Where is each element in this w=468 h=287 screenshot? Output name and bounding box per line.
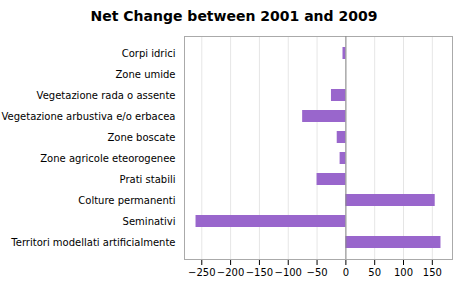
- svg-text:0: 0: [343, 267, 349, 278]
- svg-text:Prati stabili: Prati stabili: [120, 174, 176, 185]
- svg-text:−250: −250: [188, 267, 215, 278]
- html-text:Net Change between 2001 and 20: Net Change between 2001 and 2009: [90, 8, 378, 24]
- svg-text:Zone agricole eteorogenee: Zone agricole eteorogenee: [40, 153, 175, 164]
- svg-text:Colture permanenti: Colture permanenti: [78, 195, 175, 206]
- svg-text:50: 50: [368, 267, 381, 278]
- svg-text:100: 100: [394, 267, 413, 278]
- svg-text:Territori modellati artificial: Territori modellati artificialmente: [10, 237, 175, 248]
- svg-text:Zone umide: Zone umide: [116, 69, 176, 80]
- svg-text:Vegetazione rada o assente: Vegetazione rada o assente: [37, 90, 176, 101]
- svg-text:Vegetazione arbustiva e/o erba: Vegetazione arbustiva e/o erbacea: [2, 111, 176, 122]
- svg-text:−150: −150: [246, 267, 273, 278]
- svg-text:Seminativi: Seminativi: [123, 216, 176, 227]
- svg-text:−100: −100: [275, 267, 302, 278]
- svg-text:Corpi idrici: Corpi idrici: [122, 48, 176, 59]
- svg-text:−50: −50: [307, 267, 328, 278]
- svg-text:Zone boscate: Zone boscate: [107, 132, 175, 143]
- svg-text:150: 150: [423, 267, 442, 278]
- svg-text:−200: −200: [217, 267, 244, 278]
